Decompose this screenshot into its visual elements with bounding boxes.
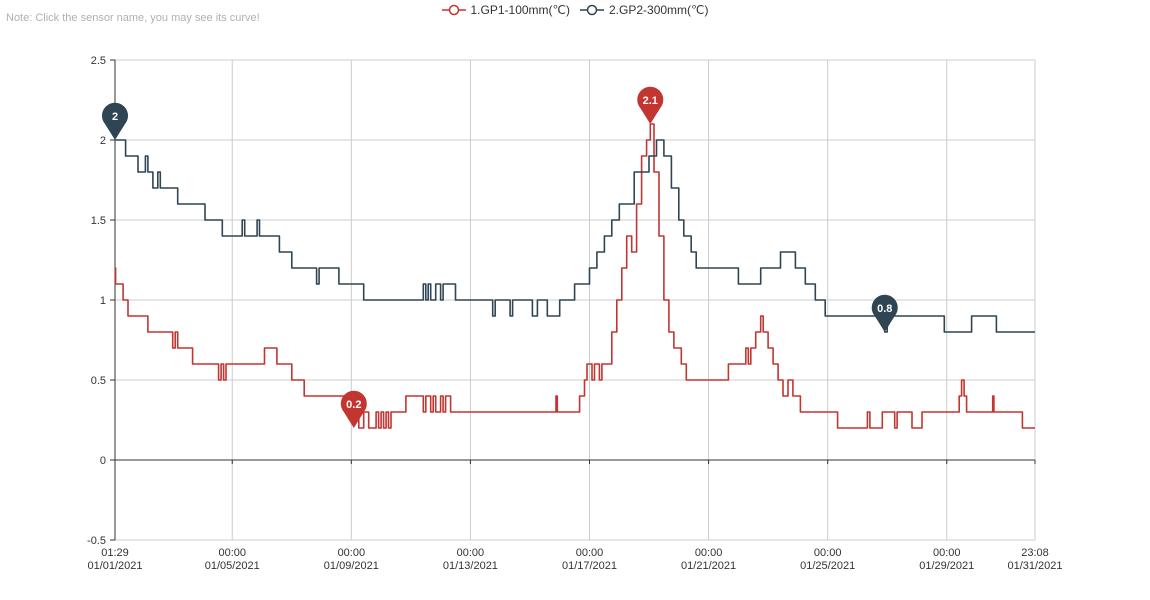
marker-pin-2 — [102, 102, 128, 140]
legend-gp2-dot — [586, 4, 598, 16]
x-tick-time-label: 00:00 — [814, 547, 842, 559]
marker-pin-label: 2 — [112, 111, 118, 123]
marker-pin-label: 0.2 — [346, 399, 361, 411]
y-tick-label: 1 — [100, 295, 106, 307]
legend-label-gp2: 2.GP2-300mm(℃) — [609, 3, 709, 17]
legend-item-gp2[interactable]: 2.GP2-300mm(℃) — [580, 3, 709, 17]
x-tick-time-label: 00:00 — [218, 547, 246, 559]
marker-pin-1 — [340, 390, 367, 428]
y-tick-label: -0.5 — [87, 535, 106, 547]
marker-pin-label: 0.8 — [877, 303, 892, 315]
series-lines — [114, 123, 1035, 429]
legend-swatch-gp1-icon — [441, 4, 466, 16]
x-tick-date-label: 01/01/2021 — [87, 560, 142, 572]
legend-swatch-gp2-icon — [580, 4, 604, 16]
y-tick-label: 2 — [100, 135, 106, 147]
series-line-1 — [114, 123, 1035, 429]
x-tick-time-label: 00:00 — [576, 547, 604, 559]
x-tick-date-label: 01/13/2021 — [443, 560, 498, 572]
legend-item-gp1[interactable]: 1.GP1-100mm(℃) — [441, 3, 571, 17]
y-tick-label: 0.5 — [91, 375, 106, 387]
x-tick-time-label: 00:00 — [338, 547, 366, 559]
x-tick-time-label: 23:08 — [1021, 547, 1049, 559]
legend-gp1-dot — [448, 4, 459, 16]
marker-pins: 2.1 0.2 2 0.8 — [102, 86, 898, 428]
x-tick-date-label: 01/29/2021 — [919, 560, 974, 572]
tick-labels: 2.521.510.50-0.501:2901/01/202100:0001/0… — [87, 55, 1063, 572]
x-tick-time-label: 00:00 — [457, 547, 485, 559]
marker-pin-2 — [871, 294, 898, 332]
x-tick-time-label: 00:00 — [695, 547, 723, 559]
y-tick-label: 0 — [100, 455, 106, 467]
x-tick-date-label: 01/09/2021 — [324, 560, 379, 572]
x-tick-date-label: 01/31/2021 — [1007, 560, 1062, 572]
x-tick-date-label: 01/05/2021 — [205, 560, 260, 572]
chart-legend: 1.GP1-100mm(℃) 2.GP2-300mm(℃) — [0, 3, 1150, 17]
marker-pin-label: 2.1 — [643, 95, 658, 107]
y-tick-label: 1.5 — [91, 215, 106, 227]
x-tick-date-label: 01/17/2021 — [562, 560, 617, 572]
x-tick-time-label: 00:00 — [933, 547, 961, 559]
series-line-2 — [115, 139, 1035, 333]
marker-pin-1 — [637, 86, 664, 124]
x-tick-date-label: 01/25/2021 — [800, 560, 855, 572]
legend-label-gp1: 1.GP1-100mm(℃) — [470, 3, 571, 17]
x-tick-date-label: 01/21/2021 — [681, 560, 736, 572]
x-tick-time-label: 01:29 — [101, 547, 129, 559]
chart-note: Note: Click the sensor name, you may see… — [6, 12, 260, 24]
y-tick-label: 2.5 — [91, 55, 106, 67]
